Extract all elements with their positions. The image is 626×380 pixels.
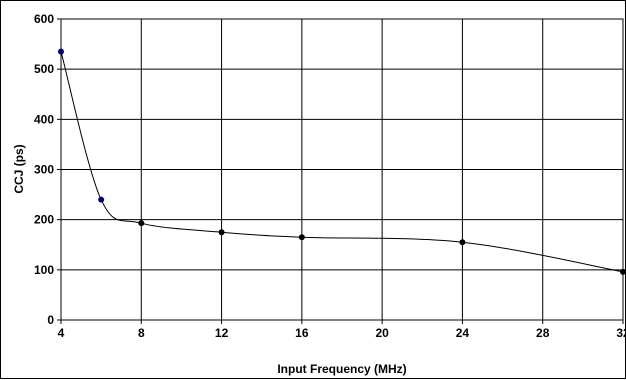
x-tick-label: 28 bbox=[536, 326, 550, 340]
y-tick-label: 500 bbox=[34, 62, 54, 76]
y-tick-label: 300 bbox=[34, 163, 54, 177]
data-point bbox=[138, 220, 145, 227]
x-tick-label: 32 bbox=[616, 326, 626, 340]
data-point bbox=[298, 234, 305, 241]
x-axis-ticks: 4 8 12 16 20 24 28 32 bbox=[58, 320, 626, 340]
y-tick-label: 600 bbox=[34, 12, 54, 26]
y-tick-label: 100 bbox=[34, 263, 54, 277]
data-markers bbox=[58, 48, 626, 275]
x-tick-label: 16 bbox=[295, 326, 309, 340]
y-tick-label: 0 bbox=[47, 313, 54, 327]
y-tick-label: 400 bbox=[34, 112, 54, 126]
x-tick-label: 12 bbox=[215, 326, 229, 340]
x-tick-label: 24 bbox=[456, 326, 470, 340]
x-tick-label: 8 bbox=[138, 326, 145, 340]
series-line bbox=[60, 51, 624, 273]
y-tick-label: 200 bbox=[34, 213, 54, 227]
gridlines bbox=[61, 19, 623, 320]
data-point bbox=[620, 268, 626, 275]
x-tick-label: 20 bbox=[375, 326, 389, 340]
data-point bbox=[459, 239, 466, 246]
y-axis-ticks: 0 100 200 300 400 500 600 bbox=[34, 12, 61, 327]
data-point bbox=[218, 229, 225, 236]
data-point bbox=[58, 48, 64, 55]
y-axis-title: CCJ (ps) bbox=[12, 144, 26, 193]
x-tick-label: 4 bbox=[58, 326, 65, 340]
data-point bbox=[98, 196, 105, 203]
x-axis-title: Input Frequency (MHz) bbox=[277, 362, 406, 376]
